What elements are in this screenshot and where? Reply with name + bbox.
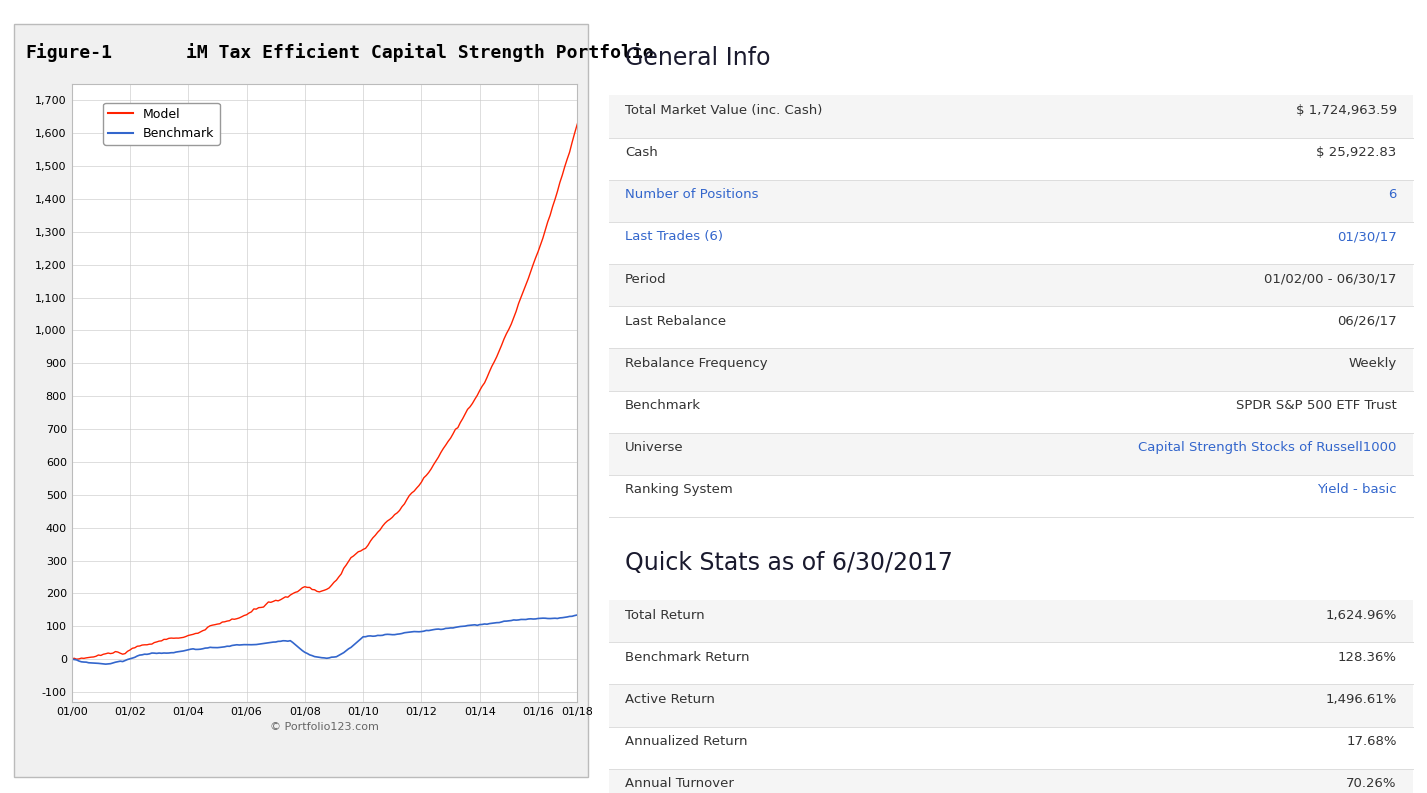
Model (63, 654, 80, 664)
Text: Annual Turnover: Annual Turnover (625, 777, 733, 791)
FancyBboxPatch shape (609, 391, 1413, 433)
Model (173, 633, 190, 642)
Text: Capital Strength Stocks of Russell1000: Capital Strength Stocks of Russell1000 (1139, 441, 1397, 454)
Benchmark (491, 618, 508, 627)
Text: 06/26/17: 06/26/17 (1337, 315, 1397, 328)
Line: Benchmark: Benchmark (71, 615, 579, 665)
Text: 01/30/17: 01/30/17 (1337, 230, 1397, 243)
Text: 1,624.96%: 1,624.96% (1326, 608, 1397, 622)
Benchmark (63, 654, 80, 664)
FancyBboxPatch shape (609, 137, 1413, 180)
FancyBboxPatch shape (609, 180, 1413, 222)
Text: Quick Stats as of 6/30/2017: Quick Stats as of 6/30/2017 (625, 551, 953, 575)
Model (491, 347, 508, 356)
Benchmark (519, 615, 537, 624)
Text: 17.68%: 17.68% (1346, 735, 1397, 748)
X-axis label: © Portfolio123.com: © Portfolio123.com (270, 722, 378, 732)
Benchmark (318, 653, 335, 663)
Text: General Info: General Info (625, 47, 771, 71)
Model (68, 654, 86, 664)
Model (318, 584, 335, 594)
Text: $ 25,922.83: $ 25,922.83 (1316, 146, 1397, 159)
FancyBboxPatch shape (609, 726, 1413, 769)
Text: iM Tax Efficient Capital Strength Portfolio: iM Tax Efficient Capital Strength Portfo… (187, 43, 654, 62)
Text: 6: 6 (1388, 188, 1397, 201)
Text: Last Trades (6): Last Trades (6) (625, 230, 723, 243)
FancyBboxPatch shape (609, 642, 1413, 684)
Model (519, 274, 537, 283)
FancyBboxPatch shape (609, 95, 1413, 137)
Text: Weekly: Weekly (1349, 357, 1397, 370)
FancyBboxPatch shape (609, 475, 1413, 517)
Model (571, 113, 588, 122)
FancyBboxPatch shape (609, 600, 1413, 642)
Text: Active Return: Active Return (625, 693, 715, 706)
Text: Yield - basic: Yield - basic (1317, 484, 1397, 496)
Text: 01/02/00 - 06/30/17: 01/02/00 - 06/30/17 (1264, 273, 1397, 285)
Benchmark (173, 646, 190, 656)
Text: Total Market Value (inc. Cash): Total Market Value (inc. Cash) (625, 104, 822, 117)
Model (70, 654, 87, 664)
Text: Number of Positions: Number of Positions (625, 188, 759, 201)
FancyBboxPatch shape (609, 348, 1413, 391)
FancyBboxPatch shape (609, 433, 1413, 475)
Legend: Model, Benchmark: Model, Benchmark (103, 102, 220, 145)
Benchmark (571, 610, 588, 619)
Text: Cash: Cash (625, 146, 658, 159)
Text: Benchmark Return: Benchmark Return (625, 651, 749, 664)
FancyBboxPatch shape (609, 306, 1413, 348)
Text: Period: Period (625, 273, 666, 285)
Text: SPDR S&P 500 ETF Trust: SPDR S&P 500 ETF Trust (1236, 399, 1397, 412)
Benchmark (68, 655, 86, 665)
Text: $ 1,724,963.59: $ 1,724,963.59 (1296, 104, 1397, 117)
Text: Figure-1: Figure-1 (26, 43, 113, 62)
Text: 128.36%: 128.36% (1337, 651, 1397, 664)
Text: Annualized Return: Annualized Return (625, 735, 748, 748)
Line: Model: Model (71, 117, 579, 659)
Text: Last Rebalance: Last Rebalance (625, 315, 726, 328)
Text: Universe: Universe (625, 441, 684, 454)
Benchmark (305, 652, 323, 661)
Text: 1,496.61%: 1,496.61% (1326, 693, 1397, 706)
Benchmark (97, 660, 114, 669)
Text: Benchmark: Benchmark (625, 399, 701, 412)
FancyBboxPatch shape (609, 264, 1413, 306)
Text: Rebalance Frequency: Rebalance Frequency (625, 357, 768, 370)
Text: Total Return: Total Return (625, 608, 705, 622)
FancyBboxPatch shape (609, 222, 1413, 264)
Model (305, 585, 323, 595)
Text: 70.26%: 70.26% (1346, 777, 1397, 791)
FancyBboxPatch shape (609, 684, 1413, 726)
Text: Ranking System: Ranking System (625, 484, 733, 496)
FancyBboxPatch shape (609, 769, 1413, 793)
